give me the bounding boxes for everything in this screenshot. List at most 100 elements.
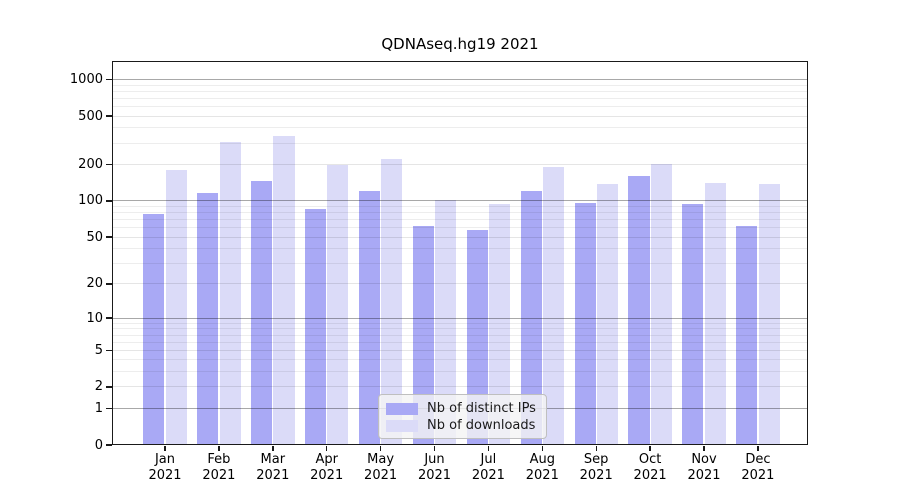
y-tick-1 xyxy=(106,407,112,410)
gridline-minor-30 xyxy=(112,262,808,264)
x-tick-jan xyxy=(164,446,166,451)
y-tick-label-200: 200 xyxy=(78,157,103,172)
y-tick-label-100: 100 xyxy=(78,193,103,209)
x-tick-may xyxy=(379,446,382,451)
y-tick-label-1000: 1000 xyxy=(69,72,103,87)
gridline-minor-800 xyxy=(112,90,808,92)
bar-feb-distinct-ips xyxy=(197,192,219,445)
gridline-major-2 xyxy=(112,386,808,388)
bar-nov-downloads xyxy=(704,183,726,445)
x-tick-aug xyxy=(541,446,543,451)
bar-nov-distinct-ips xyxy=(682,203,704,445)
gridline-minor-600 xyxy=(112,106,808,107)
gridline-power-10 xyxy=(112,317,808,319)
x-tick-label-feb: Feb 2021 xyxy=(202,452,236,483)
gridline-minor-70 xyxy=(112,219,808,220)
y-tick-0 xyxy=(106,444,112,446)
gridline-minor-40 xyxy=(112,248,808,250)
bar-jul-distinct-ips xyxy=(466,230,488,445)
gridline-major-200 xyxy=(112,164,808,165)
bar-mar-distinct-ips xyxy=(251,181,273,445)
bar-jul-downloads xyxy=(489,203,511,445)
legend-label-downloads: Nb of downloads xyxy=(427,418,536,433)
bar-jan-downloads xyxy=(165,170,187,445)
bar-sep-downloads xyxy=(596,184,618,445)
y-tick-label-0: 0 xyxy=(94,437,103,453)
x-tick-apr xyxy=(325,446,328,451)
gridline-minor-400 xyxy=(112,127,808,129)
y-tick-20 xyxy=(106,283,112,285)
gridline-minor-60 xyxy=(112,227,808,228)
bar-aug-distinct-ips xyxy=(520,191,542,445)
bar-oct-distinct-ips xyxy=(628,176,650,445)
bar-feb-downloads xyxy=(219,142,241,445)
gridline-major-50 xyxy=(112,236,808,238)
y-tick-label-1: 1 xyxy=(94,400,103,416)
x-tick-label-nov: Nov 2021 xyxy=(687,452,721,483)
y-tick-label-50: 50 xyxy=(86,229,103,245)
y-tick-50 xyxy=(106,236,112,238)
x-tick-label-jan: Jan 2021 xyxy=(148,452,182,483)
gridline-minor-700 xyxy=(112,97,808,99)
x-tick-label-aug: Aug 2021 xyxy=(525,452,559,483)
x-tick-nov xyxy=(703,446,705,451)
y-tick-1000 xyxy=(106,78,112,81)
legend-swatch-distinct-ips xyxy=(386,402,418,415)
bar-apr-distinct-ips xyxy=(305,209,327,445)
gridline-major-5 xyxy=(112,349,808,351)
y-tick-label-500: 500 xyxy=(78,108,103,124)
legend-entry-distinct-ips: Nb of distinct IPs xyxy=(386,400,546,417)
x-tick-label-sep: Sep 2021 xyxy=(579,452,613,483)
x-tick-label-dec: Dec 2021 xyxy=(741,452,775,483)
x-tick-jun xyxy=(433,446,436,451)
x-tick-label-apr: Apr 2021 xyxy=(310,452,344,483)
x-tick-label-jun: Jun 2021 xyxy=(417,452,452,483)
chart-title: QDNAseq.hg19 2021 xyxy=(381,35,539,53)
y-tick-5 xyxy=(106,349,112,351)
bar-aug-downloads xyxy=(542,167,565,445)
bar-dec-downloads xyxy=(758,184,780,445)
x-tick-label-may: May 2021 xyxy=(364,452,398,483)
gridline-minor-900 xyxy=(112,84,808,86)
legend: Nb of distinct IPs Nb of downloads xyxy=(378,394,547,439)
x-tick-sep xyxy=(595,446,597,451)
legend-swatch-downloads xyxy=(386,419,418,432)
gridline-minor-90 xyxy=(112,205,808,207)
x-tick-jul xyxy=(487,446,490,451)
gridline-minor-9 xyxy=(112,322,808,324)
bar-sep-distinct-ips xyxy=(574,202,596,445)
y-tick-200 xyxy=(106,163,112,166)
legend-entry-downloads: Nb of downloads xyxy=(386,417,546,434)
bar-jun-downloads xyxy=(435,200,457,445)
bar-may-downloads xyxy=(381,159,403,445)
y-tick-10 xyxy=(106,317,112,319)
bar-jan-distinct-ips xyxy=(143,213,165,445)
y-tick-label-2: 2 xyxy=(94,379,103,395)
x-tick-mar xyxy=(272,446,274,451)
gridline-major-500 xyxy=(112,115,808,117)
gridline-minor-8 xyxy=(112,328,808,330)
legend-label-distinct-ips: Nb of distinct IPs xyxy=(427,401,536,416)
y-tick-label-20: 20 xyxy=(86,276,103,292)
bar-oct-downloads xyxy=(650,163,672,445)
bar-jun-distinct-ips xyxy=(412,225,434,445)
bar-apr-downloads xyxy=(327,164,349,445)
gridline-minor-300 xyxy=(112,142,808,144)
gridline-major-20 xyxy=(112,283,808,285)
bar-dec-distinct-ips xyxy=(736,225,758,445)
gridline-minor-3 xyxy=(112,371,808,373)
gridline-minor-7 xyxy=(112,334,808,336)
x-tick-dec xyxy=(757,446,759,451)
gridline-power-100 xyxy=(112,200,808,202)
y-tick-100 xyxy=(106,200,112,202)
y-tick-label-5: 5 xyxy=(94,342,103,358)
gridline-minor-80 xyxy=(112,212,808,213)
bar-may-distinct-ips xyxy=(358,191,381,445)
gridline-power-1000 xyxy=(112,79,808,80)
gridline-minor-4 xyxy=(112,359,808,361)
x-tick-label-jul: Jul 2021 xyxy=(471,452,505,483)
y-tick-2 xyxy=(106,386,112,388)
x-tick-label-mar: Mar 2021 xyxy=(256,452,290,483)
gridline-minor-6 xyxy=(112,341,808,343)
